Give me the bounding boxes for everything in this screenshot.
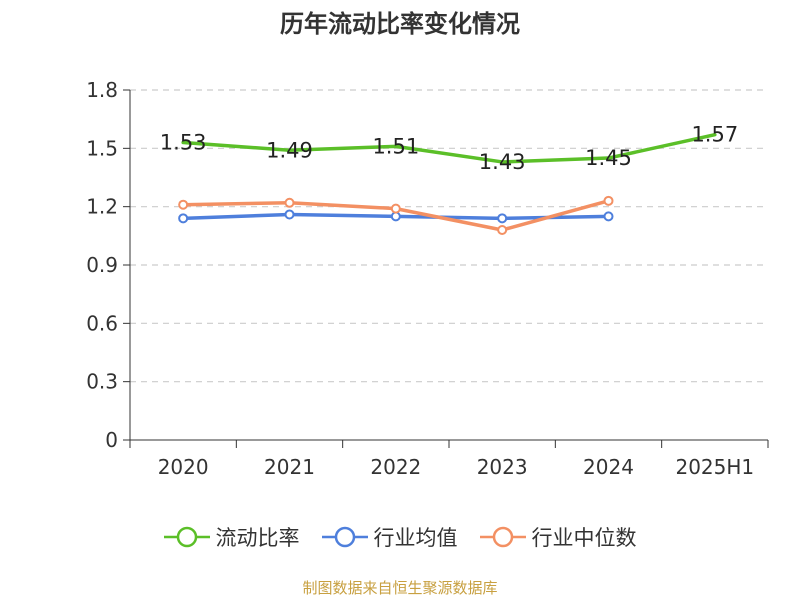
data-label: 1.57 (691, 123, 738, 147)
x-tick-label: 2020 (158, 455, 209, 479)
legend-label: 行业中位数 (531, 526, 637, 550)
data-label: 1.43 (479, 150, 526, 174)
data-point (284, 209, 295, 220)
legend-item[interactable]: 行业均值 (321, 522, 458, 552)
legend-line-marker-icon (479, 526, 526, 548)
y-tick-label: 0.3 (86, 370, 118, 394)
data-point (497, 213, 508, 224)
x-tick-label: 2024 (583, 455, 634, 479)
data-point (603, 211, 614, 222)
data-point (603, 195, 614, 206)
y-tick-label: 0.9 (86, 253, 118, 277)
x-tick-label: 2021 (264, 455, 315, 479)
x-tick-label: 2023 (477, 455, 528, 479)
y-tick-label: 0.6 (86, 311, 118, 335)
legend: 流动比率 行业均值 行业中位数 (0, 522, 800, 552)
data-label: 1.53 (160, 131, 207, 155)
x-tick-label: 2022 (370, 455, 421, 479)
legend-label: 流动比率 (215, 526, 300, 550)
legend-line-marker-icon (321, 526, 368, 548)
legend-item[interactable]: 行业中位数 (479, 522, 637, 552)
series-line (181, 132, 717, 164)
chart-title: 历年流动比率变化情况 (280, 10, 520, 38)
legend-label: 行业均值 (373, 526, 458, 550)
legend-line-marker-icon (163, 526, 210, 548)
source-note: 制图数据来自恒生聚源数据库 (302, 579, 498, 597)
data-point (178, 199, 189, 210)
data-label: 1.51 (372, 134, 419, 158)
data-point (390, 203, 401, 214)
legend-item[interactable]: 流动比率 (163, 522, 300, 552)
y-tick-label: 1.8 (86, 78, 118, 102)
data-point (178, 213, 189, 224)
y-tick-label: 1.5 (86, 136, 118, 160)
data-point (497, 225, 508, 235)
y-tick-label: 1.2 (86, 195, 118, 219)
x-tick-label: 2025H1 (675, 455, 754, 479)
data-point (284, 197, 295, 208)
data-label: 1.49 (266, 138, 313, 162)
data-label: 1.45 (585, 146, 632, 170)
y-tick-label: 0 (105, 428, 118, 452)
